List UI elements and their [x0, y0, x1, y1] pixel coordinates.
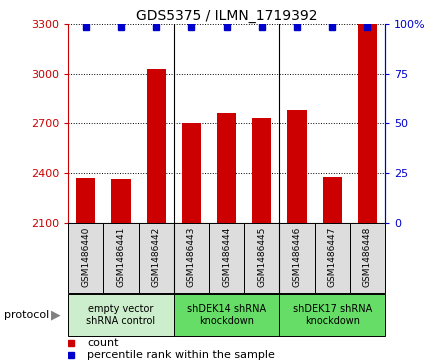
Bar: [358, 24, 377, 223]
Text: GSM1486444: GSM1486444: [222, 227, 231, 287]
Text: GSM1486442: GSM1486442: [152, 227, 161, 287]
Bar: [182, 123, 201, 223]
Text: GSM1486447: GSM1486447: [328, 227, 337, 287]
Bar: [323, 177, 342, 223]
Bar: [174, 223, 209, 293]
Bar: [76, 178, 95, 223]
Bar: [217, 114, 236, 223]
Text: GSM1486448: GSM1486448: [363, 227, 372, 287]
Text: percentile rank within the sample: percentile rank within the sample: [87, 350, 275, 360]
Bar: [244, 223, 279, 293]
Bar: [147, 69, 166, 223]
Bar: [209, 223, 244, 293]
Text: GSM1486440: GSM1486440: [81, 227, 90, 287]
Bar: [279, 223, 315, 293]
Text: GSM1486446: GSM1486446: [293, 227, 301, 287]
Text: shDEK17 shRNA
knockdown: shDEK17 shRNA knockdown: [293, 305, 372, 326]
Bar: [103, 223, 139, 293]
Text: ▶: ▶: [51, 309, 60, 322]
Bar: [68, 294, 174, 337]
Text: protocol: protocol: [4, 310, 50, 320]
Text: GSM1486441: GSM1486441: [117, 227, 125, 287]
Text: GSM1486443: GSM1486443: [187, 227, 196, 287]
Title: GDS5375 / ILMN_1719392: GDS5375 / ILMN_1719392: [136, 9, 317, 23]
Bar: [68, 223, 103, 293]
Bar: [139, 223, 174, 293]
Bar: [252, 118, 271, 223]
Bar: [287, 110, 307, 223]
Bar: [279, 294, 385, 337]
Text: shDEK14 shRNA
knockdown: shDEK14 shRNA knockdown: [187, 305, 266, 326]
Bar: [174, 294, 279, 337]
Text: empty vector
shRNA control: empty vector shRNA control: [86, 305, 156, 326]
Bar: [315, 223, 350, 293]
Text: GSM1486445: GSM1486445: [257, 227, 266, 287]
Bar: [350, 223, 385, 293]
Bar: [111, 179, 131, 223]
Text: count: count: [87, 338, 119, 348]
